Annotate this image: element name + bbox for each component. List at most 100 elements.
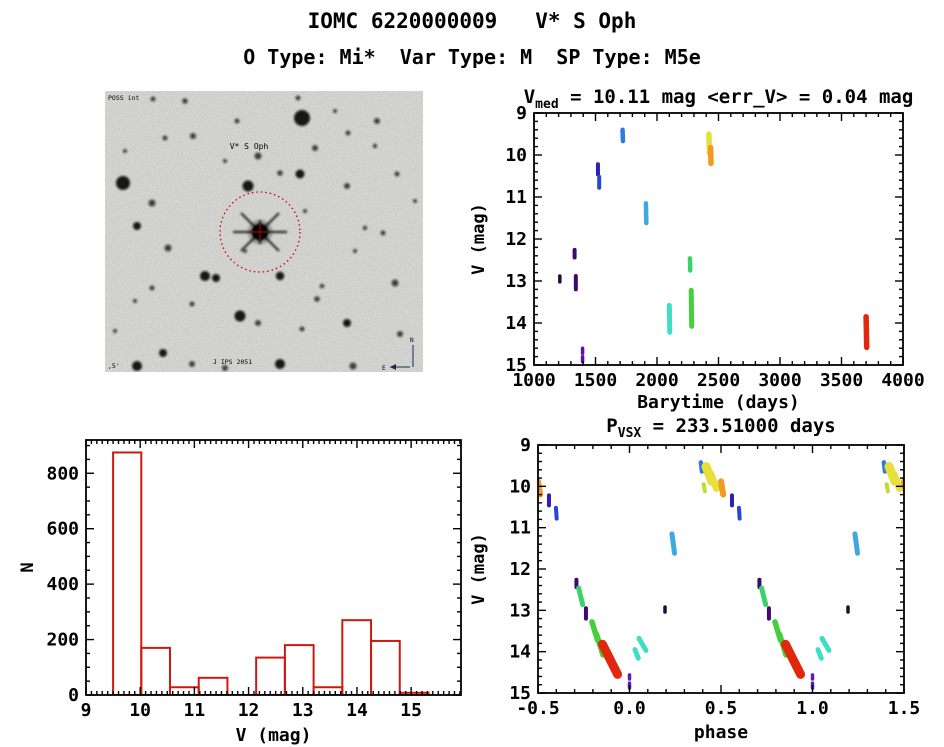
- data-segment: [718, 478, 727, 498]
- star: [132, 361, 142, 371]
- star: [189, 301, 195, 307]
- histogram-bar: [312, 686, 344, 695]
- data-segment: [518, 462, 519, 471]
- x-tick-label: -0.5: [516, 698, 559, 719]
- data-segment: [489, 534, 492, 553]
- data-segment: [736, 505, 742, 521]
- axis-ticks: [533, 112, 904, 366]
- star: [234, 118, 240, 124]
- axis-ticks: [537, 444, 905, 694]
- x-tick-label: 4000: [881, 370, 924, 391]
- x-tick-label: 14: [346, 700, 368, 721]
- axes-box: [85, 439, 462, 696]
- star: [223, 159, 227, 163]
- data-segment: [576, 585, 586, 608]
- star: [275, 359, 285, 369]
- star: [397, 331, 403, 337]
- x-tick-label: 1.5: [888, 698, 921, 719]
- star: [113, 329, 117, 333]
- x-tick-label: 0.0: [613, 698, 646, 719]
- star: [380, 230, 386, 236]
- data-segment: [632, 647, 641, 661]
- finder-chart: V* S Oph POSS int J IPS 2051 ,5' N E: [105, 91, 423, 372]
- plate-info-text: POSS int: [108, 94, 139, 102]
- x-axis-label: V (mag): [236, 725, 312, 746]
- y-tick-label: 800: [46, 463, 79, 484]
- star: [295, 169, 305, 179]
- data-segment: [819, 635, 832, 653]
- data-segment: [780, 639, 806, 679]
- star: [133, 222, 141, 230]
- y-tick-label: 15: [505, 355, 527, 376]
- y-tick-label: 14: [509, 642, 531, 663]
- y-tick-label: 600: [46, 519, 79, 540]
- star: [189, 361, 195, 367]
- compass: [390, 345, 414, 370]
- star: [353, 249, 357, 253]
- histogram-bar: [283, 644, 315, 695]
- star: [200, 271, 210, 281]
- star: [255, 320, 261, 326]
- star: [222, 365, 228, 371]
- star: [374, 118, 380, 124]
- y-tick-label: 13: [505, 271, 527, 292]
- x-tick-label: 11: [184, 700, 206, 721]
- star: [159, 349, 167, 357]
- star: [277, 170, 283, 176]
- y-tick-label: 200: [46, 630, 79, 651]
- y-tick-label: 12: [509, 559, 531, 580]
- data-segment: [759, 585, 769, 608]
- star: [150, 96, 156, 102]
- star: [362, 225, 368, 231]
- star: [212, 274, 220, 282]
- star: [243, 249, 247, 253]
- data-segment: [881, 460, 888, 474]
- x-tick-label: 10: [129, 700, 151, 721]
- x-axis-label: phase: [694, 722, 748, 743]
- star: [319, 283, 325, 289]
- star: [182, 98, 188, 104]
- data-segment: [636, 635, 649, 653]
- star: [123, 149, 127, 153]
- star: [303, 209, 307, 213]
- axis-ticks: [85, 440, 461, 696]
- x-tick-label: 15: [400, 700, 422, 721]
- target-circle-marker: [219, 191, 301, 273]
- data-segment: [701, 482, 707, 494]
- y-tick-label: 13: [509, 600, 531, 621]
- data-segment: [852, 531, 861, 556]
- star: [413, 199, 417, 203]
- star: [242, 180, 254, 192]
- compass-north-label: N: [410, 337, 414, 344]
- y-tick-label: 11: [505, 187, 527, 208]
- star: [372, 143, 378, 149]
- y-tick-label: 11: [509, 518, 531, 539]
- x-tick-label: 3000: [758, 370, 801, 391]
- star: [234, 310, 246, 322]
- x-tick-label: 12: [238, 700, 260, 721]
- x-tick-label: 1000: [512, 370, 555, 391]
- x-tick-label: 2000: [635, 370, 678, 391]
- histogram-data: [112, 451, 430, 695]
- histogram-bar: [370, 639, 401, 695]
- compass-east-label: E: [382, 365, 386, 372]
- axes-box: [533, 112, 904, 366]
- star: [349, 362, 357, 370]
- histogram-bar: [140, 646, 171, 695]
- y-tick-label: 400: [46, 574, 79, 595]
- histogram-plot: 9 10 11 12 13 14 15 0 200 400 600 800 V (mag) N: [20, 439, 462, 746]
- star: [299, 326, 305, 332]
- star: [343, 319, 351, 327]
- data-segment: [884, 482, 890, 494]
- y-tick-label: 9: [520, 435, 531, 456]
- page-subtitle: O Type: Mi* Var Type: M SP Type: M5e: [243, 45, 701, 69]
- histogram-bar: [197, 676, 229, 695]
- y-tick-label: 15: [509, 683, 531, 704]
- histogram-bar: [112, 451, 143, 695]
- phase-plot: -0.5 0.0 0.5 1.0 1.5 9 10 11 12 13 14 15 phase V (mag…: [470, 415, 921, 743]
- star: [391, 279, 399, 287]
- x-tick-label: 9: [81, 700, 92, 721]
- data-segment: [863, 313, 870, 351]
- star: [162, 135, 168, 141]
- data-segment: [669, 531, 678, 556]
